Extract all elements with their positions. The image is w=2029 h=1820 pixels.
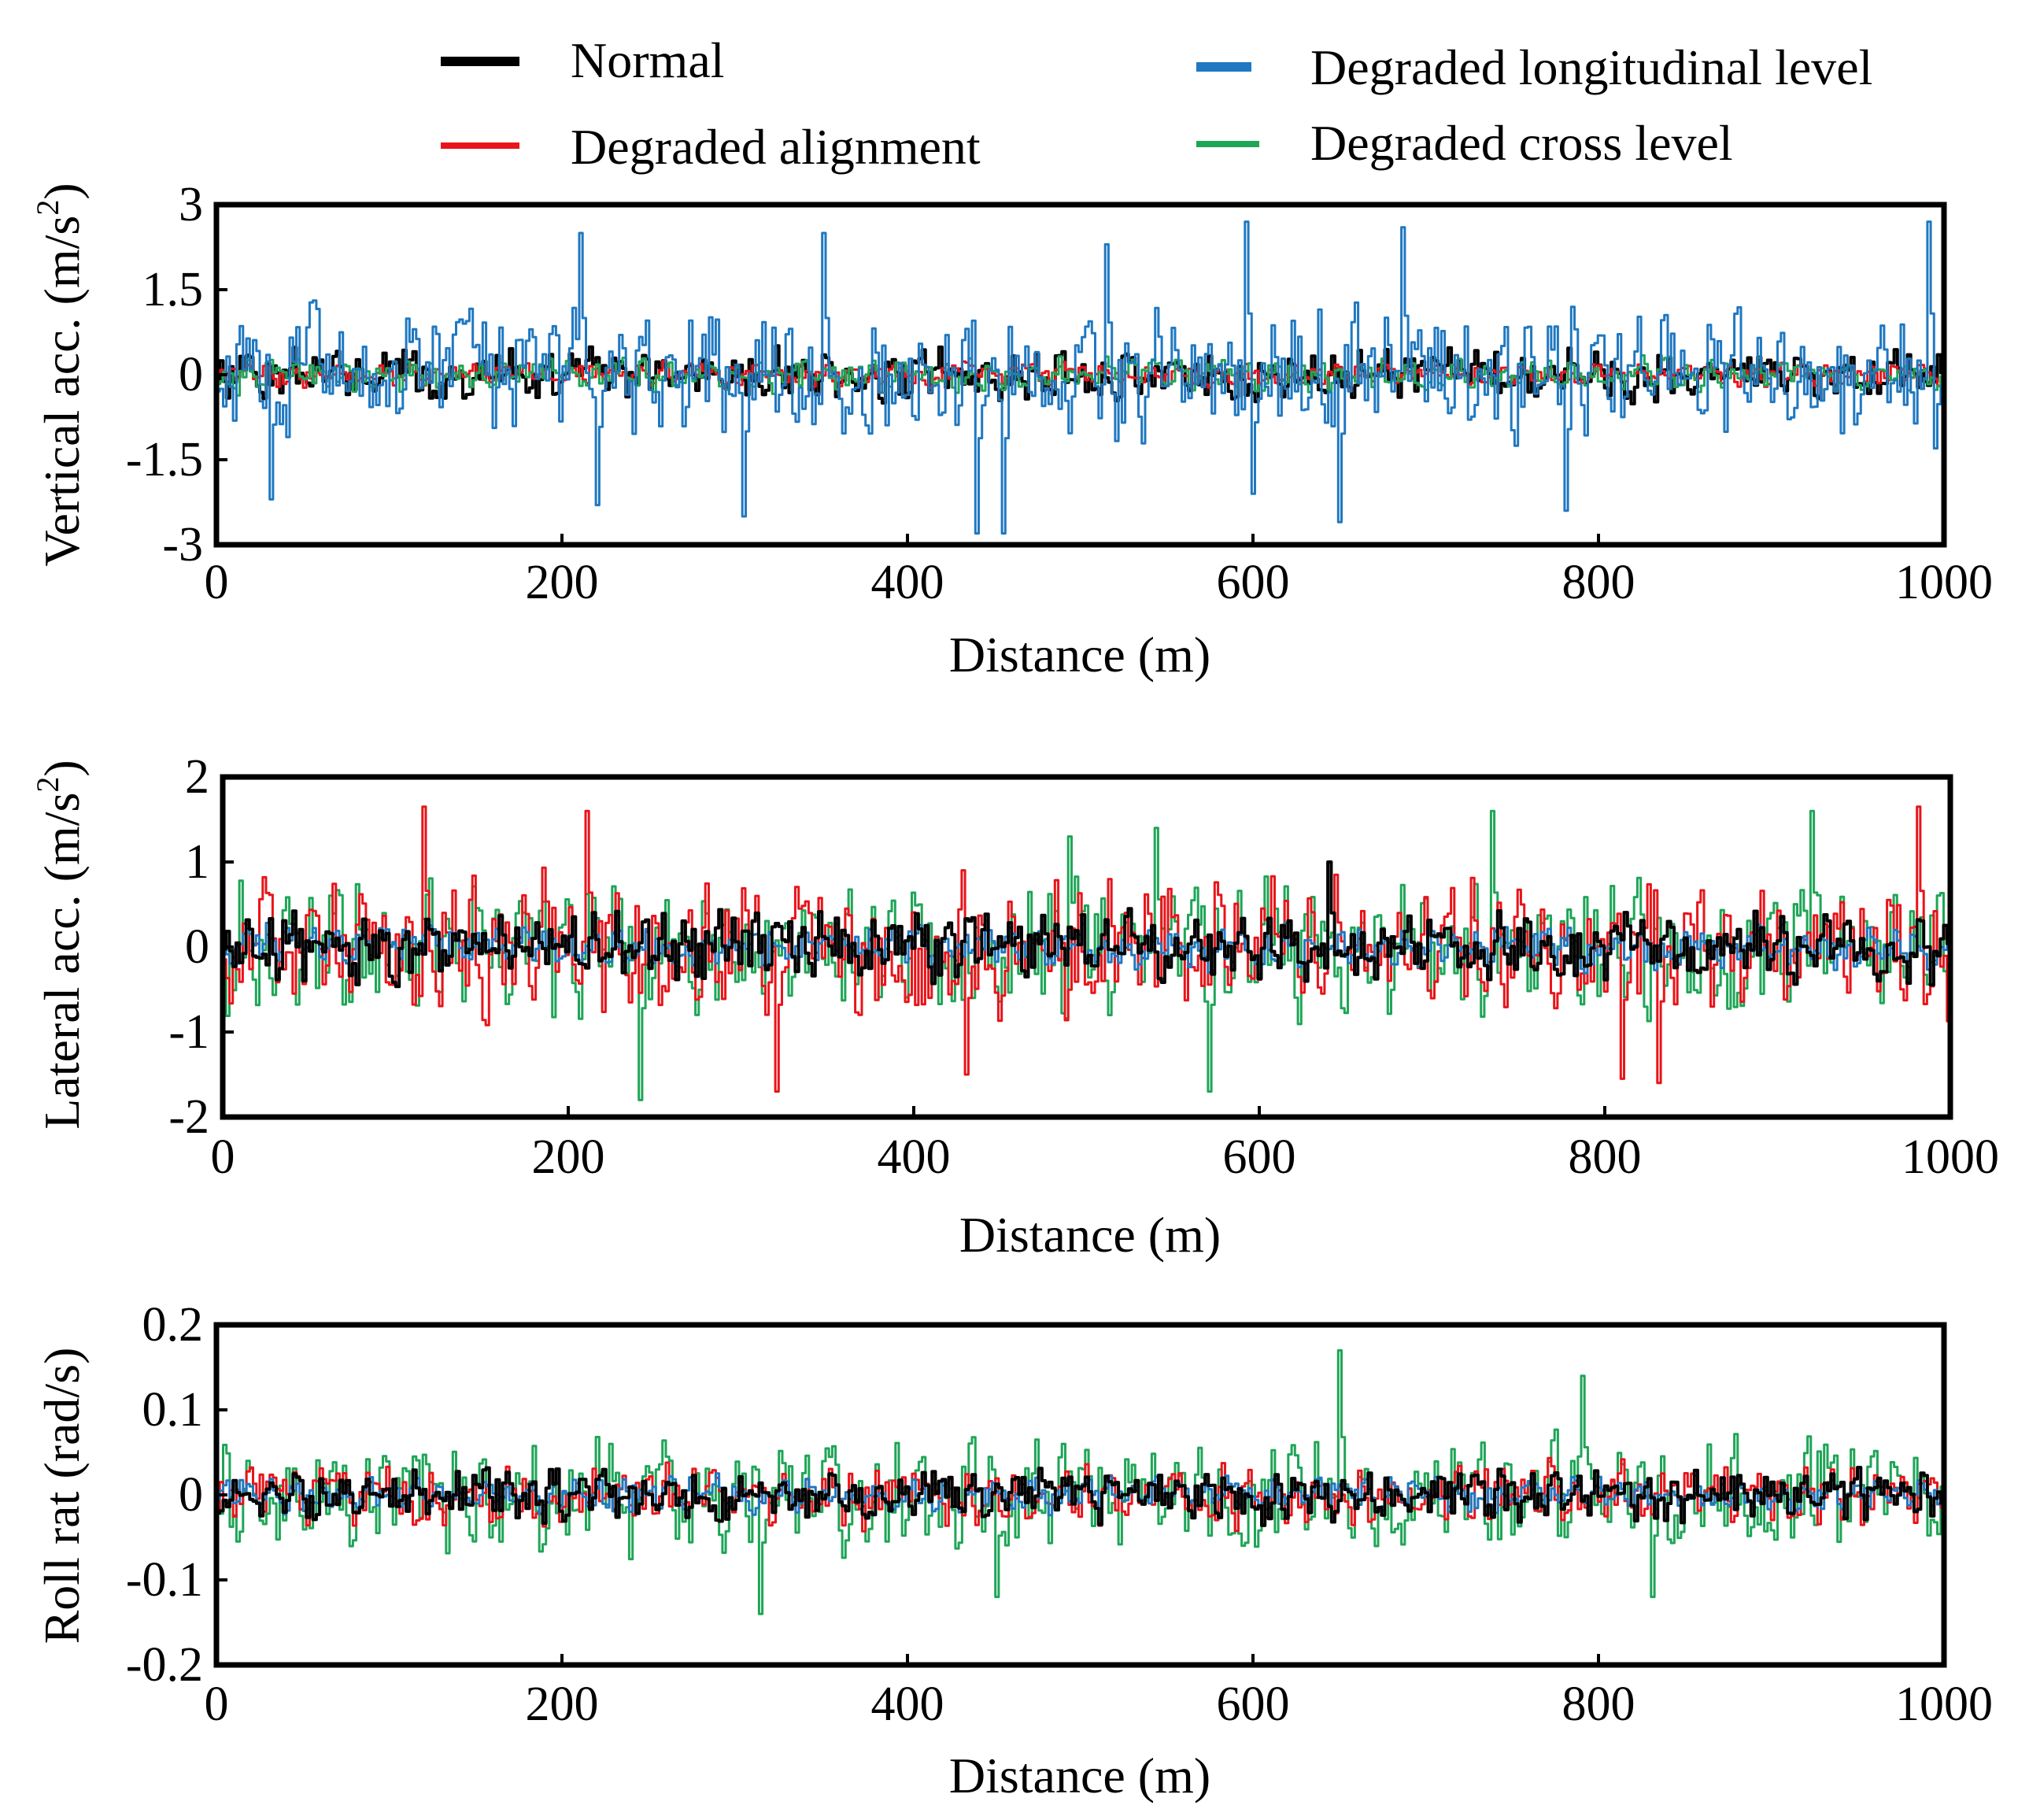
lateral-series-layer — [223, 805, 1952, 1101]
vertical-x-ticks: 0 200 400 600 800 1000 — [205, 534, 1993, 609]
vertical-y-tick-label: 0 — [179, 348, 203, 401]
vertical-x-tick-label: 800 — [1562, 556, 1635, 609]
roll-y-ticks: 0.2 0.1 0 -0.1 -0.2 — [126, 1298, 227, 1692]
lateral-x-ticks: 0 200 400 600 800 1000 — [211, 1106, 1999, 1184]
vertical-y-tick-label: 1.5 — [142, 263, 204, 316]
roll-x-tick-label: 0 — [205, 1678, 229, 1731]
lateral-x-tick-label: 600 — [1223, 1130, 1296, 1184]
roll-plot-frame — [213, 1322, 1947, 1668]
vertical-x-tick-label: 400 — [871, 556, 944, 609]
vertical-x-tick-label: 600 — [1217, 556, 1290, 609]
roll-x-label: Distance (m) — [949, 1748, 1210, 1803]
legend-label-cross: Degraded cross level — [1310, 115, 1733, 171]
lateral-x-label: Distance (m) — [959, 1207, 1221, 1263]
vertical-series-cross — [216, 354, 1946, 397]
lateral-x-tick-label: 400 — [878, 1130, 951, 1184]
roll-rate-chart: 0.2 0.1 0 -0.1 -0.2 0 200 400 600 800 1000 Distan… — [34, 1298, 1993, 1803]
roll-x-tick-label: 200 — [526, 1678, 599, 1731]
vertical-series-alignment — [216, 360, 1946, 390]
vertical-x-tick-label: 0 — [205, 556, 229, 609]
lateral-y-tick-label: 2 — [185, 750, 209, 804]
vertical-x-tick-label: 200 — [526, 556, 599, 609]
vertical-x-label: Distance (m) — [949, 627, 1210, 682]
lateral-plot-frame — [220, 774, 1953, 1120]
lateral-y-tick-label: -1 — [168, 1005, 209, 1059]
vertical-series-longitudinal — [216, 220, 1946, 535]
vertical-y-tick-label: -1.5 — [126, 433, 203, 486]
lateral-series-alignment — [223, 805, 1952, 1093]
roll-x-tick-label: 600 — [1217, 1678, 1290, 1731]
lateral-y-tick-label: 0 — [185, 920, 209, 974]
legend: Normal Degraded alignment Degraded longi… — [441, 32, 1872, 175]
vertical-y-ticks: 3 1.5 0 -1.5 -3 — [126, 178, 227, 572]
legend-label-normal: Normal — [571, 32, 725, 88]
vertical-y-tick-label: 3 — [179, 178, 203, 231]
roll-y-tick-label: -0.1 — [126, 1553, 203, 1607]
roll-x-tick-label: 1000 — [1895, 1678, 1993, 1731]
roll-series-normal — [216, 1466, 1946, 1527]
vertical-x-tick-label: 1000 — [1895, 556, 1993, 609]
legend-label-alignment: Degraded alignment — [571, 119, 981, 175]
lateral-y-tick-label: 1 — [185, 835, 209, 889]
vertical-y-label: Vertical acc. (m/s2) — [30, 183, 90, 566]
roll-x-ticks: 0 200 400 600 800 1000 — [205, 1654, 1993, 1731]
lateral-y-label: Lateral acc. (m/s2) — [30, 760, 90, 1130]
lateral-y-tick-label: -2 — [168, 1090, 209, 1144]
lateral-y-ticks: 2 1 0 -1 -2 — [168, 750, 234, 1144]
roll-y-tick-label: 0.2 — [142, 1298, 204, 1352]
roll-y-tick-label: 0 — [179, 1468, 203, 1522]
legend-label-longitudinal: Degraded longitudinal level — [1310, 39, 1872, 95]
lateral-x-tick-label: 800 — [1569, 1130, 1642, 1184]
lateral-acc-chart: 2 1 0 -1 -2 0 200 400 600 800 1000 Distance (m) L… — [30, 750, 1999, 1263]
vertical-series-layer — [216, 220, 1946, 535]
roll-series-layer — [216, 1348, 1946, 1615]
lateral-x-tick-label: 0 — [211, 1130, 235, 1184]
roll-y-label: Roll rat (rad/s) — [34, 1348, 90, 1644]
lateral-series-normal — [223, 860, 1952, 989]
roll-y-tick-label: 0.1 — [142, 1383, 204, 1437]
lateral-x-tick-label: 200 — [532, 1130, 605, 1184]
vertical-plot-frame — [213, 202, 1947, 548]
vertical-y-tick-label: -3 — [162, 518, 203, 572]
roll-x-tick-label: 400 — [871, 1678, 944, 1731]
vertical-acc-chart: 3 1.5 0 -1.5 -3 0 200 400 600 800 1000 Distance (… — [30, 178, 1993, 682]
roll-x-tick-label: 800 — [1562, 1678, 1635, 1731]
lateral-x-tick-label: 1000 — [1901, 1130, 1999, 1184]
roll-y-tick-label: -0.2 — [126, 1638, 203, 1692]
